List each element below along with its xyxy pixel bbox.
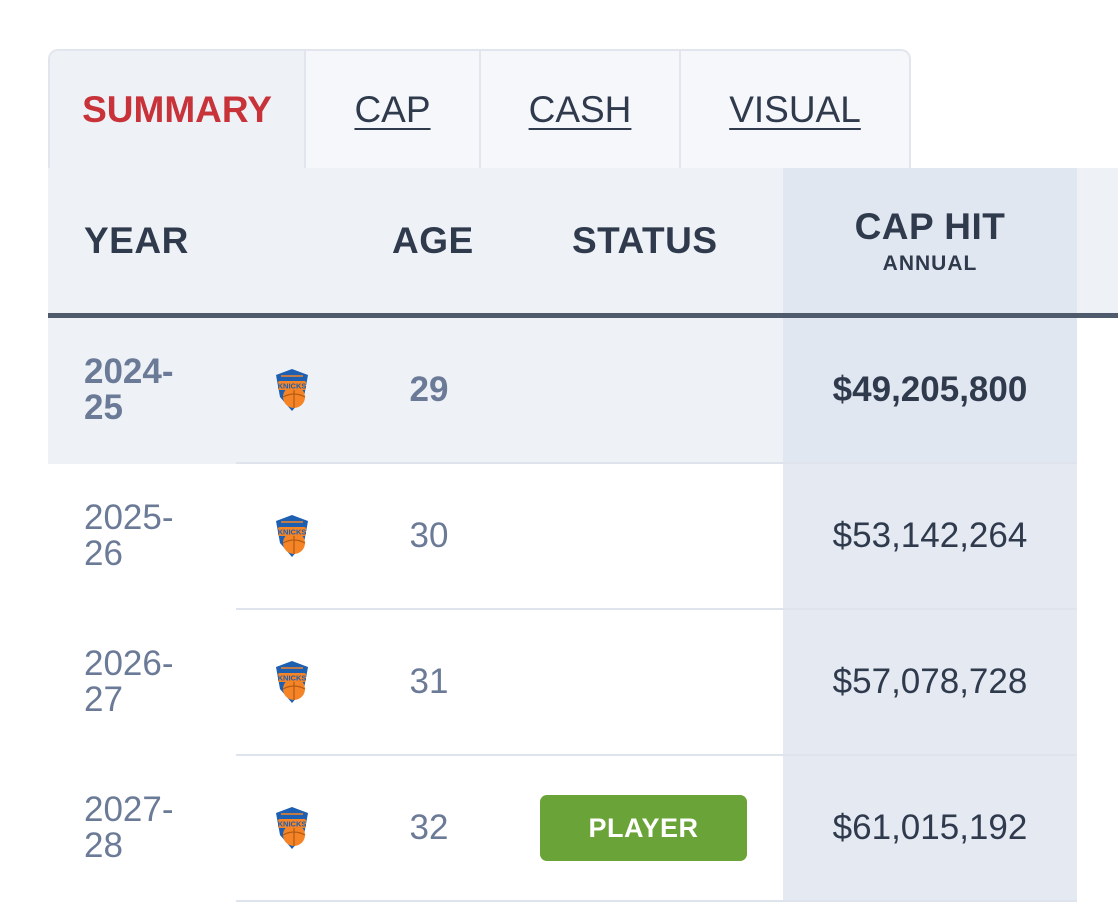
header-cap-hit-label: CAP HIT — [854, 205, 1006, 247]
table-row: 2024- 25 KNICKS 29 $49,205,800 — [48, 318, 1118, 464]
cap-hit-column-highlight — [783, 168, 1077, 313]
tab-cash[interactable]: CASH — [481, 51, 681, 168]
player-option-badge: PLAYER — [540, 795, 747, 861]
year-cell: 2024- 25 — [84, 318, 194, 462]
year-line1: 2026- — [84, 644, 174, 683]
tab-cap[interactable]: CAP — [306, 51, 481, 168]
knicks-logo-icon: KNICKS — [272, 610, 312, 754]
age-cell: 30 — [409, 516, 449, 555]
year-line1: 2024- — [84, 352, 174, 391]
knicks-logo-icon: KNICKS — [272, 464, 312, 608]
svg-text:KNICKS: KNICKS — [278, 820, 307, 829]
next-column-header-edge — [1077, 168, 1118, 318]
tab-visual[interactable]: VISUAL — [729, 88, 861, 130]
row-divider — [236, 754, 1118, 756]
age-cell: 32 — [409, 808, 449, 847]
tab-summary[interactable]: SUMMARY — [50, 51, 306, 168]
cap-hit-cell: $53,142,264 — [832, 516, 1028, 555]
year-line1: 2027- — [84, 790, 174, 829]
year-line2: 25 — [84, 388, 123, 427]
table-row: 2027- 28 KNICKS 32 PLAYER $61,015,192 — [48, 756, 1118, 902]
age-cell: 29 — [409, 370, 449, 409]
year-line1: 2025- — [84, 498, 174, 537]
row-divider — [236, 608, 1118, 610]
knicks-logo-icon: KNICKS — [272, 318, 312, 462]
svg-text:KNICKS: KNICKS — [278, 674, 307, 683]
year-cell: 2027- 28 — [84, 756, 194, 900]
svg-text:KNICKS: KNICKS — [278, 382, 307, 391]
tab-bar: SUMMARY CAP CASH VISUAL — [48, 49, 911, 168]
knicks-logo-icon: KNICKS — [272, 756, 312, 900]
cap-hit-cell-bg — [783, 756, 1077, 902]
header-cap-hit[interactable]: CAP HIT ANNUAL — [783, 168, 1077, 313]
year-line2: 28 — [84, 826, 123, 865]
cap-hit-cell-bg — [783, 464, 1077, 610]
cap-hit-cell: $57,078,728 — [832, 662, 1028, 701]
year-cell: 2025- 26 — [84, 464, 194, 608]
header-status[interactable]: STATUS — [572, 219, 718, 261]
cap-hit-cell: $49,205,800 — [832, 370, 1028, 409]
table-header: YEAR AGE STATUS CAP HIT ANNUAL — [48, 168, 1118, 318]
cap-hit-cell-bg — [783, 318, 1077, 464]
cap-hit-cell: $61,015,192 — [832, 808, 1028, 847]
status-cell: PLAYER — [540, 756, 747, 900]
age-cell: 31 — [409, 662, 449, 701]
header-cap-hit-sublabel: ANNUAL — [882, 251, 978, 275]
table-row: 2025- 26 KNICKS 30 $53,142,264 — [48, 464, 1118, 610]
year-line2: 27 — [84, 680, 123, 719]
header-age[interactable]: AGE — [392, 219, 474, 261]
header-year[interactable]: YEAR — [84, 219, 189, 261]
row-divider — [236, 900, 1118, 902]
contract-table: YEAR AGE STATUS CAP HIT ANNUAL 2024- 25 … — [48, 168, 1118, 902]
row-divider — [236, 462, 1118, 464]
svg-text:KNICKS: KNICKS — [278, 528, 307, 537]
table-row: 2026- 27 KNICKS 31 $57,078,728 — [48, 610, 1118, 756]
year-cell: 2026- 27 — [84, 610, 194, 754]
year-line2: 26 — [84, 534, 123, 573]
cap-hit-cell-bg — [783, 610, 1077, 756]
